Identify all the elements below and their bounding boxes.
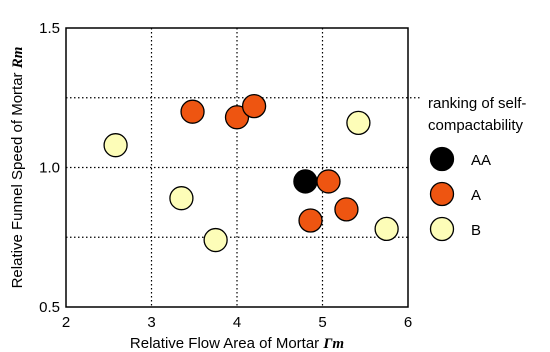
x-axis-label-symbol: Γm (322, 336, 344, 352)
y-axis-label-symbol: Rm (10, 47, 26, 70)
grid-lines (66, 28, 420, 307)
data-point-a (224, 105, 250, 130)
y-tick-label: 1.5 (39, 20, 60, 37)
legend-title-line-2: compactability (428, 117, 524, 134)
data-point-aa (293, 169, 318, 194)
data-point-a (180, 99, 205, 124)
legend-label-aa: AA (471, 152, 491, 169)
data-point-b (169, 186, 194, 211)
legend-marker-b (429, 216, 455, 242)
plot-frame (65, 27, 409, 308)
x-tick-label: 2 (62, 314, 70, 331)
data-point-a (334, 197, 359, 222)
x-tick-label: 5 (318, 314, 326, 331)
y-axis-label: Relative Funnel Speed of Mortar Rm (9, 47, 26, 289)
x-tick-label: 6 (404, 314, 412, 331)
legend-title-line-1: ranking of self- (428, 95, 526, 112)
y-axis-label-text: Relative Funnel Speed of Mortar (9, 72, 26, 288)
y-tick-label: 1.0 (39, 160, 60, 177)
data-point-b (374, 216, 399, 242)
data-point-a (298, 208, 323, 233)
y-tick-label: 0.5 (39, 299, 60, 316)
data-point-a (241, 93, 267, 119)
x-axis-label-text: Relative Flow Area of Mortar (130, 335, 319, 352)
data-point-b (103, 133, 128, 158)
data-point-b (346, 110, 371, 136)
data-point-b (203, 227, 228, 253)
x-axis-label: Relative Flow Area of Mortar Γm (130, 335, 344, 352)
x-tick-label: 3 (147, 314, 155, 331)
legend-label-a: A (471, 187, 481, 204)
x-tick-label: 4 (233, 314, 241, 331)
legend-label-b: B (471, 222, 481, 239)
data-points (103, 93, 399, 253)
data-point-a (316, 169, 341, 194)
legend-marker-aa (429, 146, 455, 172)
y-tick-labels: 0.5 1.0 1.5 (39, 20, 60, 316)
legend-marker-a (429, 181, 455, 207)
x-tick-labels: 2 3 4 5 6 (62, 314, 412, 331)
